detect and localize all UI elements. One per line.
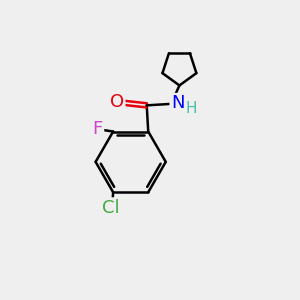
Text: O: O bbox=[110, 93, 124, 111]
Text: F: F bbox=[93, 120, 103, 138]
Text: N: N bbox=[171, 94, 184, 112]
Text: Cl: Cl bbox=[102, 199, 120, 217]
Text: H: H bbox=[186, 100, 197, 116]
